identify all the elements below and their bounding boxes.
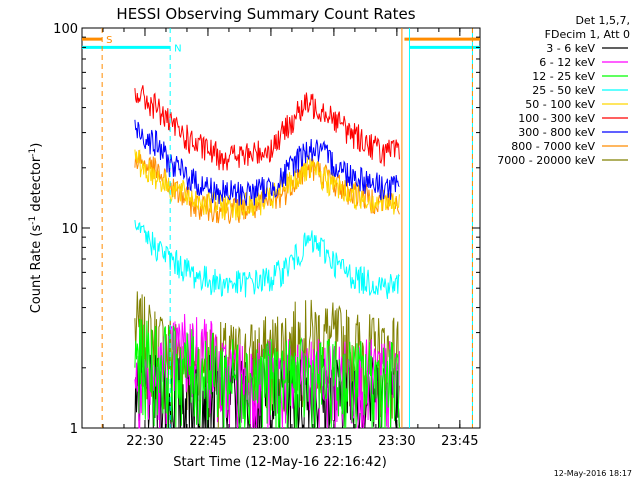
legend-label-8: 7000 - 20000 keV [497, 154, 595, 167]
annotation-label-0: S [106, 35, 112, 46]
legend-label-7: 800 - 7000 keV [511, 140, 595, 153]
y-tick-label-1: 10 [61, 222, 78, 237]
legend-label-6: 300 - 800 keV [518, 126, 595, 139]
legend-label-3: 25 - 50 keV [532, 84, 595, 97]
footer-date: 12-May-2016 18:17 [554, 469, 632, 478]
axis-layer: 22:30 22:45 23:00 23:15 23:30 23:45 1 10 100 [53, 22, 480, 449]
series-line-6 [134, 119, 400, 206]
legend-label-5: 100 - 300 keV [518, 112, 595, 125]
legend-header-line-2: FDecim 1, Att 0 [545, 28, 630, 41]
legend-label-4: 50 - 100 keV [525, 98, 595, 111]
series-line-3 [134, 220, 400, 299]
y-tick-label-0: 1 [70, 422, 78, 437]
series-line-5 [134, 85, 400, 171]
x-tick-label-2: 23:00 [252, 434, 289, 449]
x-tick-label-4: 23:30 [378, 434, 415, 449]
series-line-2 [134, 318, 400, 430]
chart-title: HESSI Observing Summary Count Rates [116, 5, 415, 23]
y-axis-label: Count Rate (s-1 detector-1) [28, 143, 44, 314]
x-tick-label-1: 22:45 [189, 434, 226, 449]
legend-header-line-1: Det 1,5,7, [575, 14, 630, 27]
x-axis-label: Start Time (12-May-16 22:16:42) [173, 455, 387, 470]
x-tick-label-0: 22:30 [126, 434, 163, 449]
series-line-8 [134, 291, 400, 429]
series-line-7 [134, 150, 400, 224]
y-tick-label-2: 100 [53, 22, 78, 37]
x-tick-label-5: 23:45 [441, 434, 478, 449]
x-tick-label-3: 23:15 [315, 434, 352, 449]
annotation-label-1: N [174, 43, 181, 54]
legend-label-2: 12 - 25 keV [532, 70, 595, 83]
series-layer [134, 85, 400, 430]
legend-label-0: 3 - 6 keV [546, 42, 595, 55]
legend-label-1: 6 - 12 keV [539, 56, 595, 69]
